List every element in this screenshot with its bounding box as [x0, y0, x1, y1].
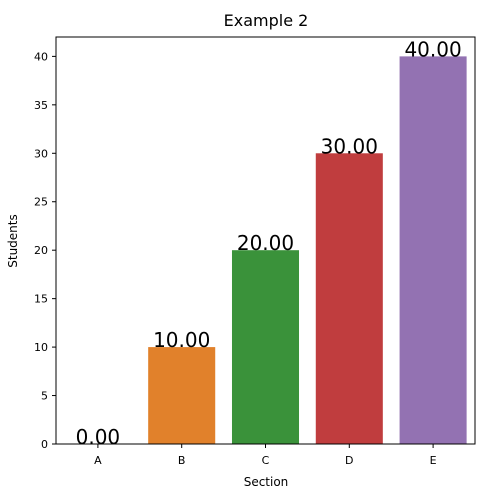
bar	[399, 56, 467, 444]
x-tick-label: C	[262, 454, 270, 467]
bar-value-label: 30.00	[321, 134, 378, 158]
x-tick-label: A	[94, 454, 102, 467]
bar-labels: 0.00 10.00 20.00 30.00 40.00	[76, 37, 462, 449]
y-tick-label: 25	[34, 196, 48, 209]
y-tick-label: 40	[34, 50, 48, 63]
x-tick-label: B	[178, 454, 186, 467]
x-tick-label: E	[430, 454, 437, 467]
bar	[315, 153, 383, 445]
plot-frame	[55, 36, 476, 445]
x-tick-label: D	[345, 454, 353, 467]
y-tick-label: 15	[34, 293, 48, 306]
bar	[231, 250, 300, 444]
y-tick-label: 0	[41, 438, 48, 451]
bar-value-label: 10.00	[153, 328, 210, 352]
y-axis-label: Students	[6, 214, 20, 268]
bar-value-label: 20.00	[237, 231, 294, 255]
y-axis: 0 5 10 15 20 25 30 35 40	[34, 50, 56, 451]
x-axis-label: Section	[244, 475, 289, 489]
bar-value-label: 0.00	[76, 425, 121, 449]
y-tick-label: 20	[34, 244, 48, 257]
y-tick-label: 10	[34, 341, 48, 354]
y-tick-label: 35	[34, 99, 48, 112]
y-tick-label: 30	[34, 147, 48, 160]
y-tick-label: 5	[41, 390, 48, 403]
bars	[148, 56, 467, 445]
bar-value-label: 40.00	[404, 37, 461, 61]
chart-title: Example 2	[224, 11, 309, 30]
bar	[148, 347, 216, 444]
x-axis: A B C D E	[94, 444, 437, 467]
